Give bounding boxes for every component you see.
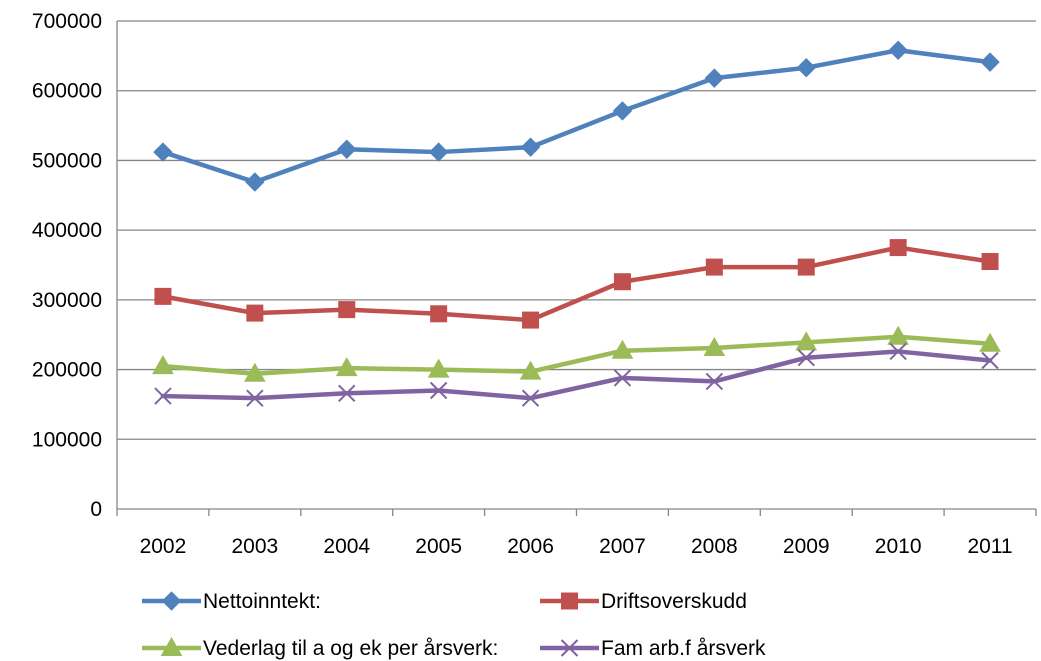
data-point: [613, 273, 631, 291]
data-point: [981, 253, 999, 271]
data-point: [245, 172, 265, 192]
data-point: [703, 336, 726, 356]
y-tick-label: 500000: [32, 149, 102, 172]
data-point: [795, 331, 818, 351]
legend-item: Driftsoverskudd: [540, 590, 747, 613]
data-point: [246, 389, 264, 407]
legend-label: Fam arb.f årsverk: [601, 637, 766, 660]
series-group: [152, 40, 1001, 407]
data-point: [889, 239, 907, 257]
y-tick-label: 300000: [32, 289, 102, 312]
data-point: [428, 142, 449, 162]
data-point: [338, 384, 356, 402]
data-point: [335, 357, 358, 377]
marker-stroke: [521, 389, 540, 407]
legend-marker: [561, 592, 578, 610]
legend-label: Driftsoverskudd: [601, 590, 747, 613]
y-tick-label: 700000: [32, 10, 102, 33]
legend-item: Vederlag til a og ek per årsverk:: [142, 636, 498, 660]
x-tick-label: 2007: [599, 535, 646, 558]
data-point: [979, 332, 1001, 352]
data-point: [521, 389, 540, 407]
legend-item: Fam arb.f årsverk: [540, 637, 766, 660]
data-point: [705, 258, 723, 276]
marker-stroke: [429, 381, 448, 400]
data-point: [429, 381, 448, 400]
series-line: [160, 245, 993, 323]
series-line: [160, 349, 993, 401]
data-point: [519, 360, 542, 380]
x-tick-label: 2011: [967, 535, 1012, 558]
series-2: [154, 239, 999, 329]
data-point: [612, 101, 633, 121]
data-point: [797, 349, 815, 367]
x-tick-label: 2009: [783, 535, 830, 558]
marker-stroke: [705, 372, 724, 391]
data-point: [522, 311, 540, 329]
x-tick-label: 2010: [875, 535, 922, 558]
data-point: [888, 40, 908, 60]
y-tick-label: 0: [90, 498, 102, 521]
data-point: [520, 137, 541, 157]
data-point: [980, 52, 1000, 72]
x-tick-label: 2008: [691, 535, 738, 558]
marker-stroke: [338, 384, 356, 402]
data-point: [337, 139, 357, 159]
data-point: [246, 304, 264, 322]
marker-stroke: [797, 349, 815, 367]
data-point: [154, 387, 172, 405]
series-3: [152, 325, 1001, 382]
data-point: [981, 351, 999, 370]
y-tick-label: 600000: [32, 80, 102, 103]
series-1: [153, 40, 1000, 192]
legend-item: Nettoinntekt:: [142, 590, 321, 613]
marker-stroke: [613, 369, 632, 387]
data-point: [338, 301, 356, 319]
data-point: [154, 287, 172, 305]
x-tick-label: 2004: [323, 535, 370, 558]
legend-marker: [160, 636, 183, 656]
y-tick-label: 400000: [32, 219, 102, 242]
x-tick-label: 2003: [231, 535, 278, 558]
legend: Nettoinntekt: Driftsoverskudd Vederlag til…: [142, 590, 766, 660]
data-point: [152, 355, 174, 375]
series-4: [154, 342, 999, 407]
y-tick-label: 200000: [32, 359, 102, 382]
data-point: [153, 142, 173, 162]
data-point: [430, 305, 448, 323]
data-point: [797, 258, 815, 276]
marker-stroke: [246, 389, 264, 407]
legend-label: Nettoinntekt:: [203, 590, 321, 613]
data-point: [705, 372, 724, 391]
series-line: [160, 48, 993, 185]
data-point: [427, 358, 450, 378]
marker-stroke: [154, 387, 172, 405]
marker-stroke: [889, 342, 907, 361]
data-point: [704, 68, 725, 88]
data-point: [611, 339, 634, 359]
marker-stroke: [560, 639, 579, 657]
legend-marker: [560, 639, 579, 657]
series-line: [160, 334, 993, 377]
data-point: [887, 325, 910, 345]
data-point: [796, 58, 816, 78]
y-axis: 0 100000 200000 300000 400000 500000 600000 700…: [32, 10, 118, 521]
data-point: [889, 342, 907, 361]
data-point: [613, 369, 632, 387]
legend-label: Vederlag til a og ek per årsverk:: [203, 637, 498, 660]
x-tick-label: 2002: [140, 535, 187, 558]
x-axis: 2002 2003 2004 2005 2006 2007 2008 2009 2010 2011: [116, 508, 1037, 558]
legend-marker: [161, 591, 182, 611]
x-tick-label: 2006: [507, 535, 554, 558]
x-tick-label: 2005: [415, 535, 462, 558]
y-tick-label: 100000: [32, 428, 102, 451]
marker-stroke: [981, 351, 999, 370]
data-point: [243, 362, 266, 382]
